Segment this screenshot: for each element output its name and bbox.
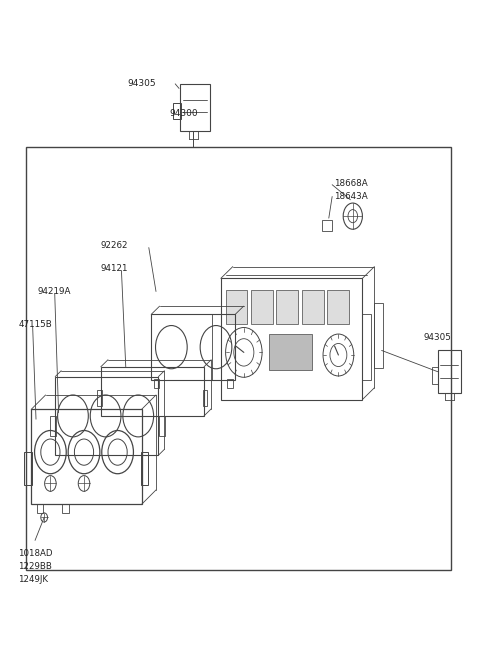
Bar <box>251 291 273 324</box>
Bar <box>97 390 102 406</box>
Bar <box>55 377 158 455</box>
Bar <box>302 291 324 324</box>
Bar <box>322 220 332 231</box>
Bar <box>37 504 43 513</box>
Bar <box>203 390 207 406</box>
Text: 18643A: 18643A <box>334 192 367 201</box>
Text: 92262: 92262 <box>101 241 128 250</box>
Text: 94219A: 94219A <box>37 287 71 296</box>
Bar <box>374 303 383 368</box>
Bar <box>226 291 247 324</box>
Text: 94305: 94305 <box>423 333 451 343</box>
Text: 94300: 94300 <box>169 109 198 119</box>
Bar <box>212 314 221 380</box>
Bar <box>159 416 165 436</box>
Bar <box>269 334 312 370</box>
Text: 1229BB: 1229BB <box>18 562 52 571</box>
Bar <box>154 379 159 388</box>
Text: 18668A: 18668A <box>334 179 367 188</box>
Text: 47115B: 47115B <box>18 320 52 329</box>
Bar <box>173 103 181 119</box>
Text: 1018AD: 1018AD <box>18 549 53 558</box>
Bar <box>26 147 451 570</box>
Bar <box>31 409 142 504</box>
Bar <box>438 350 461 393</box>
Bar <box>362 314 371 380</box>
Text: 1249JK: 1249JK <box>18 575 48 584</box>
Bar <box>227 379 233 388</box>
Bar <box>432 367 438 384</box>
Bar <box>24 452 32 485</box>
Text: 94305: 94305 <box>127 79 156 88</box>
Bar <box>101 367 204 416</box>
Bar <box>141 452 148 485</box>
Bar <box>327 291 349 324</box>
Bar <box>180 84 210 131</box>
Bar <box>276 291 298 324</box>
Bar <box>50 416 56 436</box>
Bar <box>62 504 69 513</box>
Bar <box>221 278 362 400</box>
Text: 94121: 94121 <box>101 264 128 273</box>
Bar <box>151 314 235 380</box>
